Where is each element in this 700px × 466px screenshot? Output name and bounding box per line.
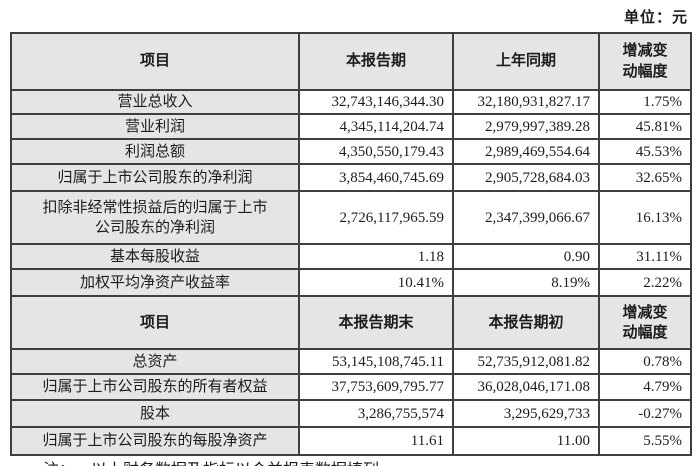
row-current-value: 1.18 — [298, 243, 454, 271]
unit-label: 单位：元 — [623, 10, 688, 26]
row-change-value: 45.53% — [598, 138, 692, 166]
row-change-value: 32.65% — [598, 163, 692, 193]
row-prior-value: 2,979,997,389.28 — [452, 113, 600, 141]
table-row: 基本每股收益 1.18 0.90 31.11% — [10, 243, 692, 271]
row-label: 加权平均净资产收益率 — [10, 268, 300, 298]
row-prior-value: 2,989,469,554.64 — [452, 138, 600, 166]
table-row: 扣除非经常性损益后的归属于上市 公司股东的净利润 2,726,117,965.5… — [10, 190, 692, 246]
row-label: 基本每股收益 — [10, 243, 300, 271]
row-current-value: 11.61 — [298, 426, 454, 457]
financial-summary-table: 项目 本报告期 上年同期 增减变 动幅度 营业总收入 32,743,146,34… — [10, 32, 692, 457]
row-current-value: 3,854,460,745.69 — [298, 163, 454, 193]
table-row: 营业总收入 32,743,146,344.30 32,180,931,827.1… — [10, 88, 692, 116]
row-current-value: 10.41% — [298, 268, 454, 298]
row-prior-value: 2,905,728,684.03 — [452, 163, 600, 193]
row-prior-value: 2,347,399,066.67 — [452, 190, 600, 246]
row-label: 归属于上市公司股东的每股净资产 — [10, 426, 300, 457]
row-label: 扣除非经常性损益后的归属于上市 公司股东的净利润 — [10, 190, 300, 246]
row-label: 归属于上市公司股东的净利润 — [10, 163, 300, 193]
row-prior-value: 11.00 — [452, 426, 600, 457]
row-change-value: 5.55% — [598, 426, 692, 457]
row-current-value: 37,753,609,795.77 — [298, 373, 454, 402]
row-label: 股本 — [10, 399, 300, 429]
table-row: 加权平均净资产收益率 10.41% 8.19% 2.22% — [10, 268, 692, 298]
row-change-value: 45.81% — [598, 113, 692, 141]
row-label: 利润总额 — [10, 138, 300, 166]
table-row: 归属于上市公司股东的所有者权益 37,753,609,795.77 36,028… — [10, 373, 692, 402]
row-label: 营业利润 — [10, 113, 300, 141]
row-change-value: 0.78% — [598, 348, 692, 376]
section2-header-row: 项目 本报告期末 本报告期初 增减变 动幅度 — [10, 295, 692, 351]
row-label: 营业总收入 — [10, 88, 300, 116]
row-prior-value: 32,180,931,827.17 — [452, 88, 600, 116]
col-header-item: 项目 — [10, 295, 300, 351]
row-prior-value: 52,735,912,081.82 — [452, 348, 600, 376]
footnote-clipped: 注： 以上财务数据及指标以合并报表数据填列 — [43, 456, 379, 466]
row-prior-value: 36,028,046,171.08 — [452, 373, 600, 402]
row-current-value: 2,726,117,965.59 — [298, 190, 454, 246]
table-row: 股本 3,286,755,574 3,295,629,733 -0.27% — [10, 399, 692, 429]
row-change-value: 16.13% — [598, 190, 692, 246]
col-header-period-end: 本报告期末 — [298, 295, 454, 351]
row-change-value: 31.11% — [598, 243, 692, 271]
col-header-current-period: 本报告期 — [298, 32, 454, 91]
table-row: 总资产 53,145,108,745.11 52,735,912,081.82 … — [10, 348, 692, 376]
row-change-value: 4.79% — [598, 373, 692, 402]
table-row: 利润总额 4,350,550,179.43 2,989,469,554.64 4… — [10, 138, 692, 166]
row-current-value: 32,743,146,344.30 — [298, 88, 454, 116]
row-prior-value: 8.19% — [452, 268, 600, 298]
row-change-value: -0.27% — [598, 399, 692, 429]
row-current-value: 53,145,108,745.11 — [298, 348, 454, 376]
row-current-value: 3,286,755,574 — [298, 399, 454, 429]
col-header-change: 增减变 动幅度 — [598, 32, 692, 91]
table-row: 归属于上市公司股东的每股净资产 11.61 11.00 5.55% — [10, 426, 692, 457]
row-prior-value: 0.90 — [452, 243, 600, 271]
col-header-period-start: 本报告期初 — [452, 295, 600, 351]
row-prior-value: 3,295,629,733 — [452, 399, 600, 429]
row-label: 归属于上市公司股东的所有者权益 — [10, 373, 300, 402]
col-header-change: 增减变 动幅度 — [598, 295, 692, 351]
col-header-prior-period: 上年同期 — [452, 32, 600, 91]
row-current-value: 4,350,550,179.43 — [298, 138, 454, 166]
row-change-value: 1.75% — [598, 88, 692, 116]
row-current-value: 4,345,114,204.74 — [298, 113, 454, 141]
row-label: 总资产 — [10, 348, 300, 376]
table-row: 营业利润 4,345,114,204.74 2,979,997,389.28 4… — [10, 113, 692, 141]
section1-header-row: 项目 本报告期 上年同期 增减变 动幅度 — [10, 32, 692, 91]
col-header-item: 项目 — [10, 32, 300, 91]
row-change-value: 2.22% — [598, 268, 692, 298]
table-row: 归属于上市公司股东的净利润 3,854,460,745.69 2,905,728… — [10, 163, 692, 193]
